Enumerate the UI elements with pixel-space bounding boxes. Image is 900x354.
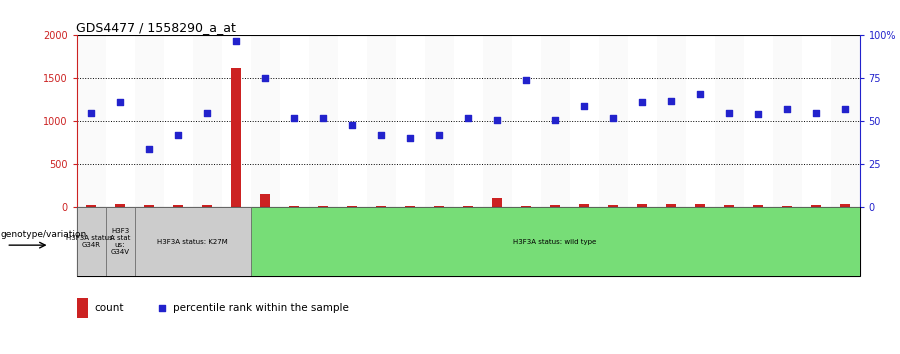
Point xyxy=(200,110,214,115)
Bar xyxy=(280,35,309,207)
Bar xyxy=(715,35,743,207)
Bar xyxy=(743,35,772,207)
Point xyxy=(664,98,679,103)
Bar xyxy=(86,205,96,207)
Bar xyxy=(309,35,338,207)
Bar xyxy=(541,35,570,207)
Bar xyxy=(608,205,618,207)
Point xyxy=(518,77,533,83)
Bar xyxy=(105,35,134,207)
Point xyxy=(779,107,794,112)
Point xyxy=(432,132,446,138)
Point xyxy=(171,132,185,138)
Bar xyxy=(782,206,792,207)
Bar xyxy=(376,206,386,207)
Point xyxy=(345,122,359,127)
Point xyxy=(84,110,98,115)
Point xyxy=(548,117,562,122)
Bar xyxy=(144,205,154,207)
Point xyxy=(142,146,157,152)
Point xyxy=(577,103,591,109)
Bar xyxy=(425,35,454,207)
Point xyxy=(838,107,852,112)
Bar xyxy=(463,206,473,207)
Bar xyxy=(250,207,860,276)
Text: H3F3A status: K27M: H3F3A status: K27M xyxy=(158,239,228,245)
Point xyxy=(461,115,475,121)
Bar xyxy=(840,204,850,207)
Point xyxy=(155,305,169,310)
Bar xyxy=(772,35,802,207)
Bar xyxy=(482,35,511,207)
Point xyxy=(634,99,649,105)
Bar xyxy=(366,35,395,207)
Bar xyxy=(695,204,705,207)
Bar xyxy=(666,204,676,207)
Text: GDS4477 / 1558290_a_at: GDS4477 / 1558290_a_at xyxy=(76,21,237,34)
Bar xyxy=(134,207,250,276)
Point xyxy=(606,115,620,121)
Point xyxy=(722,110,736,115)
Bar xyxy=(627,35,656,207)
Bar xyxy=(724,205,734,207)
Bar xyxy=(231,68,241,207)
Text: H3F3
A stat
us:
G34V: H3F3 A stat us: G34V xyxy=(110,228,130,255)
Bar xyxy=(289,206,299,207)
Bar xyxy=(511,35,541,207)
Bar xyxy=(831,35,860,207)
Text: percentile rank within the sample: percentile rank within the sample xyxy=(173,303,349,313)
Bar xyxy=(434,206,444,207)
Point xyxy=(229,38,243,44)
Text: H3F3A status: wild type: H3F3A status: wild type xyxy=(513,239,597,245)
Bar xyxy=(164,35,193,207)
Point xyxy=(257,75,272,81)
Bar xyxy=(637,204,647,207)
Bar xyxy=(105,207,134,276)
Point xyxy=(287,115,302,121)
Bar xyxy=(338,35,366,207)
Bar xyxy=(521,206,531,207)
Bar xyxy=(811,205,821,207)
Bar xyxy=(260,194,270,207)
Point xyxy=(316,115,330,121)
Bar xyxy=(656,35,686,207)
Bar xyxy=(76,207,105,276)
Point xyxy=(490,117,504,122)
Bar xyxy=(76,35,105,207)
Text: genotype/variation: genotype/variation xyxy=(1,230,87,239)
Bar xyxy=(753,205,763,207)
Bar xyxy=(550,205,560,207)
Text: count: count xyxy=(94,303,124,313)
Bar xyxy=(405,206,415,207)
Point xyxy=(751,112,765,117)
Bar xyxy=(76,298,88,318)
Point xyxy=(403,136,418,141)
Text: H3F3A status:
G34R: H3F3A status: G34R xyxy=(67,235,115,248)
Bar xyxy=(250,35,280,207)
Point xyxy=(809,110,824,115)
Bar xyxy=(193,35,221,207)
Bar xyxy=(454,35,482,207)
Bar xyxy=(221,35,250,207)
Bar xyxy=(802,35,831,207)
Bar xyxy=(570,35,599,207)
Bar xyxy=(115,204,125,207)
Bar xyxy=(134,35,164,207)
Bar xyxy=(686,35,715,207)
Point xyxy=(112,99,127,105)
Bar xyxy=(173,205,183,207)
Point xyxy=(374,132,388,138)
Bar xyxy=(346,206,357,207)
Bar xyxy=(579,204,590,207)
Bar xyxy=(318,206,328,207)
Point xyxy=(693,91,707,97)
Bar xyxy=(202,205,212,207)
Bar xyxy=(598,35,627,207)
Bar xyxy=(395,35,425,207)
Bar xyxy=(492,198,502,207)
